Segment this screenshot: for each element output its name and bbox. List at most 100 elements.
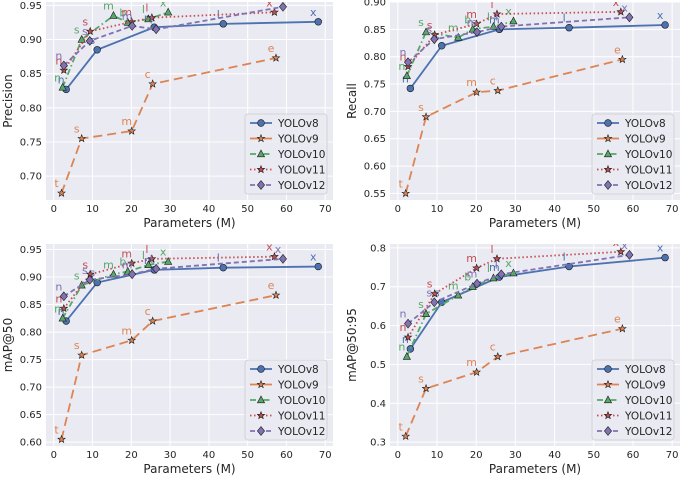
data-point-yolov12 bbox=[473, 27, 481, 37]
point-label: s bbox=[74, 339, 80, 352]
point-label: s bbox=[426, 286, 432, 299]
point-label: x bbox=[621, 239, 628, 252]
point-label: m bbox=[466, 356, 477, 369]
point-label: l bbox=[150, 13, 153, 26]
y-tick-label: 0.3 bbox=[370, 438, 386, 449]
legend-label: YOLOv12 bbox=[624, 180, 672, 192]
data-point-yolov8 bbox=[661, 253, 669, 262]
data-point-yolov11 bbox=[430, 289, 440, 298]
data-point-yolov11 bbox=[270, 252, 279, 261]
point-label: m bbox=[466, 252, 477, 265]
y-tick-label: 0.65 bbox=[364, 134, 386, 145]
series-layer: nsmlxtsmcensmblxnsmlxnsmlx bbox=[398, 236, 669, 441]
x-tick-label: 70 bbox=[319, 450, 332, 461]
point-label: l bbox=[490, 243, 493, 256]
data-point-yolov10 bbox=[454, 290, 463, 299]
point-label: n bbox=[55, 54, 62, 67]
data-point-yolov10 bbox=[509, 16, 518, 25]
point-label: x bbox=[310, 251, 317, 264]
point-label: b bbox=[464, 13, 471, 26]
legend-label: YOLOv8 bbox=[277, 118, 319, 130]
point-label: l bbox=[142, 249, 145, 262]
x-tick-label: 60 bbox=[280, 450, 293, 461]
point-label: c bbox=[490, 341, 496, 354]
point-label: n bbox=[400, 308, 407, 321]
data-point-yolov10 bbox=[164, 256, 173, 265]
y-tick-label: 0.6 bbox=[370, 321, 386, 332]
point-label: s bbox=[426, 23, 432, 36]
point-label: s bbox=[418, 373, 424, 386]
point-label: l bbox=[145, 243, 148, 256]
data-point-yolov9 bbox=[77, 133, 87, 143]
legend-marker-yolov11 bbox=[256, 164, 266, 174]
legend-label: YOLOv10 bbox=[624, 149, 672, 161]
series-layer: nsmlxtsmcensmblxnsmlxnsmlx bbox=[54, 0, 322, 197]
data-point-yolov10 bbox=[421, 27, 431, 36]
data-point-yolov9 bbox=[57, 434, 66, 444]
legend-marker-yolov9 bbox=[603, 379, 613, 389]
point-label: n bbox=[402, 333, 409, 346]
data-point-yolov9 bbox=[148, 79, 158, 88]
data-point-yolov8 bbox=[661, 21, 669, 29]
series-line-yolov9 bbox=[60, 294, 277, 440]
point-label: l bbox=[490, 0, 493, 11]
series-line-yolov10 bbox=[406, 272, 514, 358]
point-label: n bbox=[398, 341, 405, 354]
point-label: s bbox=[74, 123, 80, 136]
x-tick-label: 40 bbox=[203, 450, 216, 461]
x-axis-label: Parameters (M) bbox=[143, 462, 235, 476]
x-tick-label: 60 bbox=[280, 204, 293, 215]
legend-label: YOLOv11 bbox=[624, 411, 672, 423]
point-label: m bbox=[122, 258, 133, 271]
x-tick-label: 0 bbox=[395, 204, 401, 215]
y-tick-label: 0.5 bbox=[370, 360, 386, 371]
data-point-yolov11 bbox=[616, 247, 626, 256]
point-label: x bbox=[275, 0, 282, 4]
data-point-yolov8 bbox=[314, 262, 322, 271]
data-point-yolov9 bbox=[127, 126, 137, 135]
point-label: x bbox=[657, 242, 664, 255]
point-label: x bbox=[657, 9, 664, 22]
point-label: s bbox=[82, 264, 88, 277]
data-point-yolov8 bbox=[406, 345, 415, 353]
legend-label: YOLOv10 bbox=[624, 395, 672, 407]
point-label: m bbox=[103, 0, 114, 13]
legend-marker-yolov9 bbox=[256, 133, 266, 143]
data-point-yolov11 bbox=[472, 19, 482, 28]
data-point-yolov10 bbox=[402, 71, 411, 79]
y-tick-label: 0.90 bbox=[364, 0, 386, 9]
point-label: x bbox=[505, 5, 512, 18]
data-point-yolov12 bbox=[430, 34, 439, 45]
data-point-yolov8 bbox=[93, 46, 101, 54]
legend-marker-yolov12 bbox=[257, 180, 265, 190]
point-label: m bbox=[121, 6, 132, 19]
x-tick-label: 40 bbox=[203, 204, 216, 215]
point-label: b bbox=[464, 271, 471, 284]
y-tick-label: 0.65 bbox=[20, 410, 42, 421]
point-label: x bbox=[613, 236, 620, 249]
x-tick-label: 0 bbox=[51, 450, 57, 461]
data-point-yolov9 bbox=[401, 188, 411, 198]
legend-label: YOLOv12 bbox=[277, 180, 325, 192]
legend-label: YOLOv10 bbox=[277, 395, 325, 407]
point-label: m bbox=[466, 76, 477, 89]
data-point-yolov9 bbox=[148, 316, 158, 325]
y-axis-label: mAP@50 bbox=[1, 318, 15, 372]
point-label: l bbox=[145, 2, 148, 15]
point-label: m bbox=[121, 115, 132, 128]
point-label: m bbox=[448, 279, 459, 292]
point-label: m bbox=[122, 10, 133, 23]
legend-label: YOLOv12 bbox=[277, 426, 325, 438]
y-tick-label: 0.85 bbox=[20, 300, 42, 311]
legend-marker-yolov9 bbox=[256, 379, 266, 389]
legend-marker-yolov10 bbox=[256, 149, 266, 158]
data-point-yolov11 bbox=[492, 9, 502, 18]
point-label: m bbox=[466, 8, 477, 21]
point-label: n bbox=[58, 305, 65, 318]
legend-marker-yolov10 bbox=[256, 395, 266, 404]
x-tick-label: 50 bbox=[587, 204, 600, 215]
point-label: l bbox=[563, 12, 566, 25]
data-point-yolov9 bbox=[472, 367, 482, 376]
x-tick-label: 20 bbox=[125, 450, 138, 461]
data-point-yolov9 bbox=[421, 383, 431, 393]
